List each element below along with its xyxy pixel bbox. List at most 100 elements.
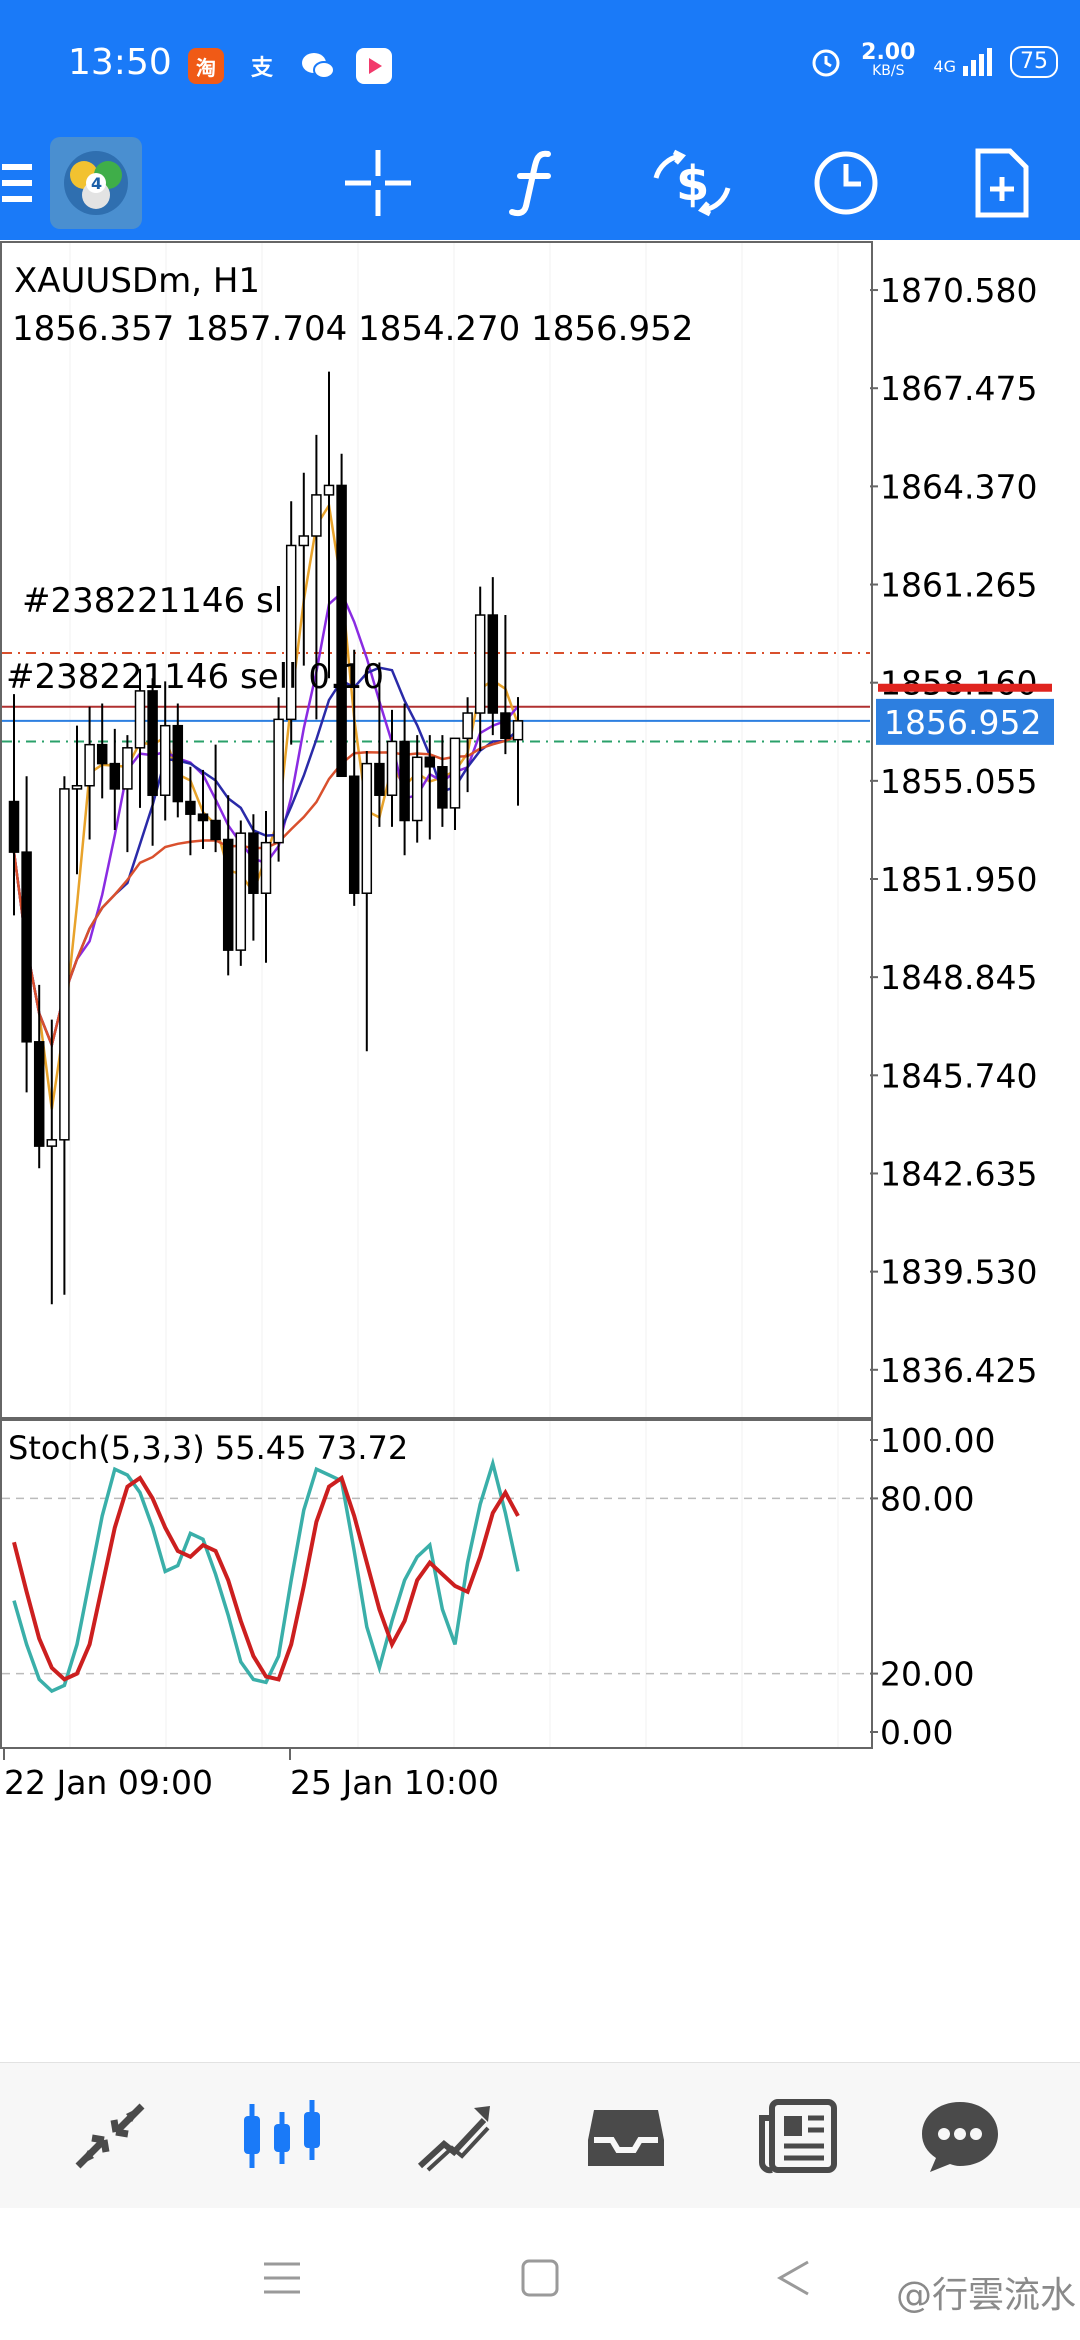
candle: [487, 577, 499, 736]
new-order-icon[interactable]: [954, 126, 1050, 240]
system-navigation: @行雲流水: [0, 2208, 1080, 2340]
price-axis-label: 1848.845: [880, 958, 1037, 997]
candle: [210, 744, 221, 853]
metatrader-logo[interactable]: 4: [48, 126, 144, 240]
price-axis-label: 1861.265: [880, 566, 1037, 605]
price-axis-label: 1858.160: [880, 664, 1037, 703]
current-price-box: [876, 698, 1054, 745]
price-chart[interactable]: 1870.580 1867.475 1864.370 1861.265 1858.160…: [0, 240, 1080, 2060]
price-axis-label: 1855.055: [880, 762, 1037, 801]
stoch-main-line: [12, 1456, 520, 1694]
home-nav-icon[interactable]: [520, 2258, 560, 2298]
taobao-icon: 淘: [188, 48, 224, 84]
sl-marker: [878, 683, 1052, 692]
svg-text:4: 4: [91, 174, 102, 193]
candle: [512, 697, 524, 806]
price-axis-label: 1870.580: [880, 271, 1037, 310]
alarm-icon: [812, 49, 840, 77]
candle: [185, 766, 196, 856]
status-right: 2.00 KB/S 4G 75: [809, 40, 1058, 80]
price-axis-label: 1842.635: [880, 1154, 1037, 1193]
stoch-axis-label: 100.00: [880, 1421, 995, 1460]
status-time: 13:50: [68, 42, 172, 83]
candle: [21, 776, 32, 1093]
candle: [500, 615, 511, 755]
quotes-icon[interactable]: [50, 2063, 170, 2209]
stoch-axis-label: 80.00: [880, 1479, 974, 1518]
candle: [424, 735, 436, 840]
candle: [172, 703, 184, 818]
indicators-icon[interactable]: [486, 126, 582, 240]
symbol-title: XAUUSDm, H1: [14, 261, 260, 301]
price-axis-label: 1851.950: [880, 860, 1037, 899]
candle: [147, 678, 158, 846]
candle: [8, 694, 20, 916]
price-axis-label: 1867.475: [880, 369, 1037, 408]
candle: [46, 1019, 58, 1305]
news-icon[interactable]: [738, 2063, 858, 2209]
crosshair-icon[interactable]: [330, 126, 426, 240]
candle: [222, 795, 234, 976]
alipay-icon: 支: [250, 56, 273, 81]
period-icon[interactable]: [798, 126, 894, 240]
candle: [474, 586, 486, 751]
chart-icon[interactable]: [222, 2063, 342, 2209]
candle: [96, 703, 108, 799]
candle: [361, 750, 373, 1052]
current-price-label: 1856.952: [884, 703, 1041, 742]
price-axis-label: 1864.370: [880, 467, 1037, 506]
price-axis-label: 1839.530: [880, 1253, 1037, 1292]
menu-nav-icon[interactable]: [262, 2260, 302, 2296]
chart-toolbar: 4 $: [0, 126, 1080, 240]
notification-icons: 淘 支: [188, 48, 392, 84]
messages-icon[interactable]: [900, 2063, 1020, 2209]
candle: [109, 728, 121, 830]
candle: [285, 501, 297, 745]
candle: [248, 814, 259, 941]
price-axis-label: 1836.425: [880, 1351, 1037, 1390]
candle: [336, 453, 347, 778]
battery-indicator: 75: [1010, 46, 1058, 78]
candle: [273, 697, 284, 862]
time-axis-label: 22 Jan 09:00: [4, 1763, 213, 1802]
candle: [260, 811, 272, 963]
candle: [33, 984, 45, 1169]
stoch-signal-line: [12, 1474, 520, 1682]
order-label[interactable]: #238221146 sell 0.10: [6, 657, 384, 697]
candle: [386, 709, 398, 827]
sl-label[interactable]: #238221146 sl: [22, 581, 283, 621]
ohlc-readout: 1856.357 1857.704 1854.270 1856.952: [12, 309, 693, 349]
candle: [235, 820, 247, 966]
chart-area[interactable]: 1870.580 1867.475 1864.370 1861.265 1858.160…: [0, 240, 1080, 2060]
stoch-axis-label: 0.00: [880, 1713, 953, 1752]
candle: [84, 706, 95, 840]
history-icon[interactable]: [566, 2063, 686, 2209]
svg-text:$: $: [676, 156, 709, 212]
candle: [71, 725, 83, 875]
time-axis-label: 25 Jan 10:00: [290, 1763, 499, 1802]
stoch-axis-label: 20.00: [880, 1655, 974, 1694]
candle: [59, 776, 70, 1295]
video-app-icon: [356, 48, 392, 84]
candle: [411, 735, 423, 843]
signal-icon: 4G: [933, 48, 992, 76]
wechat-icon: [300, 48, 336, 84]
bottom-navigation: [0, 2062, 1080, 2209]
menu-icon[interactable]: [0, 126, 34, 240]
candle: [122, 735, 133, 853]
price-axis-label: 1845.740: [880, 1056, 1037, 1095]
trade-nav-icon[interactable]: [394, 2063, 514, 2209]
candle: [399, 703, 410, 856]
back-nav-icon[interactable]: [774, 2258, 814, 2298]
candle: [374, 662, 385, 827]
candle: [311, 434, 322, 720]
candle: [437, 735, 448, 827]
candle: [449, 737, 461, 830]
trade-icon[interactable]: $: [644, 126, 740, 240]
stoch-label: Stoch(5,3,3) 55.45 73.72: [8, 1429, 408, 1467]
candle: [323, 371, 335, 679]
candle: [159, 681, 171, 821]
net-speed: 2.00 KB/S: [861, 40, 916, 80]
candle: [134, 668, 146, 808]
candle: [462, 697, 473, 793]
